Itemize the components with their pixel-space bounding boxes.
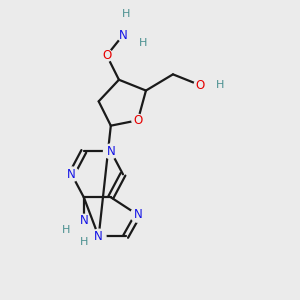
- Circle shape: [101, 50, 113, 61]
- Circle shape: [117, 29, 129, 41]
- Circle shape: [130, 208, 145, 222]
- Text: N: N: [94, 230, 103, 243]
- Circle shape: [92, 229, 106, 244]
- Circle shape: [132, 114, 144, 126]
- Text: N: N: [118, 29, 127, 42]
- Text: O: O: [133, 114, 142, 127]
- Circle shape: [103, 144, 118, 159]
- Text: H: H: [62, 225, 70, 235]
- Text: H: H: [139, 38, 147, 48]
- Text: H: H: [80, 237, 88, 247]
- Text: N: N: [80, 214, 88, 227]
- Text: N: N: [106, 145, 115, 158]
- Circle shape: [78, 214, 90, 226]
- Text: H: H: [122, 8, 130, 19]
- Text: H: H: [216, 80, 224, 90]
- Circle shape: [64, 167, 79, 182]
- Text: O: O: [102, 49, 111, 62]
- Circle shape: [194, 79, 206, 91]
- Text: N: N: [67, 168, 76, 181]
- Text: N: N: [134, 208, 142, 221]
- Text: O: O: [195, 79, 205, 92]
